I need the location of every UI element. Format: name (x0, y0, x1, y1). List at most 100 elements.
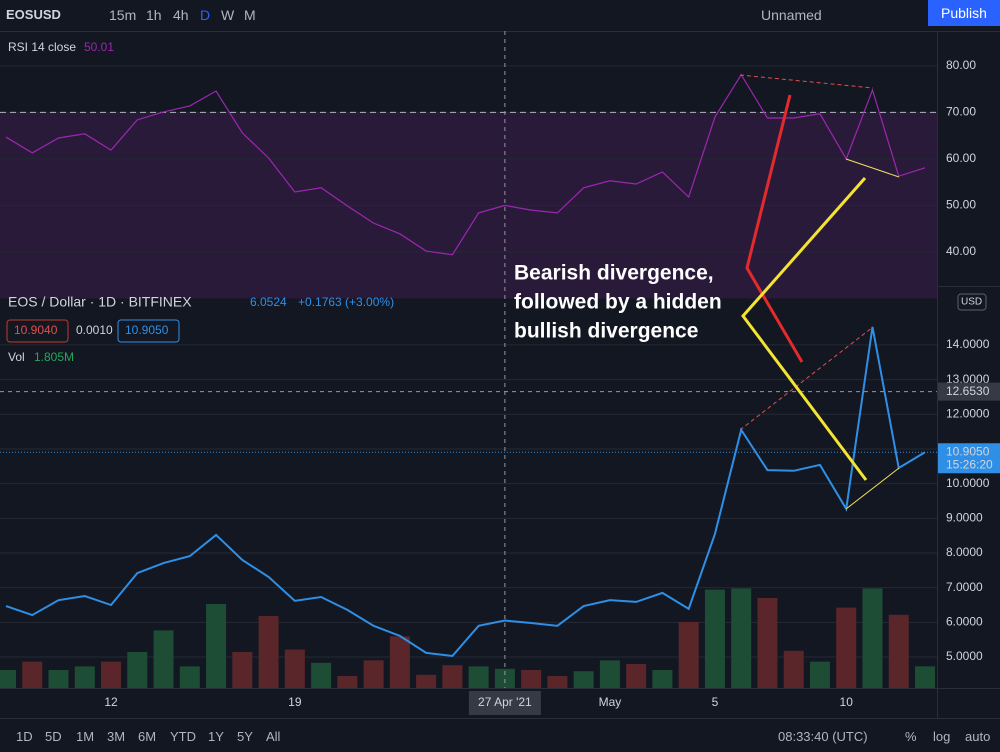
range[interactable]: All (266, 729, 281, 744)
volume-bar (599, 660, 620, 688)
spread: 0.0010 (76, 323, 113, 337)
volume-bar (127, 652, 148, 688)
volume-bar (626, 664, 647, 688)
volume-bar (862, 588, 883, 688)
trend-line (845, 158, 900, 178)
volume-bar (573, 671, 594, 688)
rsi-legend-value: 50.01 (84, 40, 114, 54)
rsi-title: RSI 14 close (8, 40, 76, 54)
volume-bar (101, 661, 122, 688)
trend-line (739, 326, 874, 431)
symbol[interactable]: EOSUSD (6, 7, 61, 22)
y-tick-label: 70.00 (946, 105, 976, 119)
volume-bar (337, 676, 358, 688)
x-tick-label: 5 (712, 695, 719, 709)
y-tick-label: 7.0000 (946, 580, 983, 594)
range[interactable]: YTD (170, 729, 196, 744)
y-tick-label: 8.0000 (946, 545, 983, 559)
ask: 10.9050 (125, 323, 169, 337)
volume-bar (809, 661, 830, 688)
volume-bar (547, 676, 568, 688)
volume-bar (48, 670, 69, 688)
currency-box (957, 293, 987, 311)
volume-bar (783, 650, 804, 688)
x-tick-label: 12 (104, 695, 118, 709)
volume-bar (0, 670, 16, 688)
range[interactable]: 5D (45, 729, 62, 744)
volume-bar (311, 662, 332, 688)
range[interactable]: 6M (138, 729, 157, 744)
volume-bar (179, 666, 200, 688)
last-price-box (938, 443, 1000, 474)
legend-change: +0.1763 (+3.00%) (298, 295, 394, 309)
volume-bar (678, 622, 699, 688)
volume-bar (757, 598, 778, 688)
interval[interactable]: M (244, 7, 256, 23)
volume-bar (22, 661, 43, 688)
interval[interactable]: W (221, 7, 235, 23)
y-tick-label: 5.0000 (946, 649, 983, 663)
y-tick-label: 60.00 (946, 151, 976, 165)
annotation: bullish divergence (514, 320, 698, 343)
y-tick-label: 40.00 (946, 244, 976, 258)
publish-button[interactable]: Publish (928, 0, 1000, 26)
volume-bar (232, 652, 253, 688)
series-line (5, 73, 926, 256)
range[interactable]: 1D (16, 729, 33, 744)
volume-bar (206, 604, 227, 688)
volume-bar (153, 630, 174, 688)
range[interactable]: 5Y (237, 729, 253, 744)
bid: 10.9040 (14, 323, 58, 337)
publish-label[interactable]: Publish (941, 5, 987, 21)
x-tick-label: May (599, 695, 622, 709)
marks: 40.00 50.00 60.00 70.00 80.00 5.0000 6.0000 7.0… (0, 31, 1000, 715)
y-tick-label: 13.0000 (946, 372, 990, 386)
volume-legend: 1.805M (34, 350, 74, 364)
interval[interactable]: 4h (173, 7, 189, 23)
trend-line (739, 74, 874, 89)
option[interactable]: log (933, 729, 951, 744)
crosshair-price-box (938, 382, 1000, 401)
volume-bar (284, 649, 305, 688)
drawings (739, 74, 900, 510)
interval[interactable]: 15m (109, 7, 137, 23)
red-arrow (745, 94, 804, 363)
toolbar: EOSUSD 15m 1h 4h D W M Unnamed Publish (0, 0, 1000, 32)
y-tick-label: 9.0000 (946, 510, 983, 524)
clock: 08:33:40 (UTC) (778, 729, 868, 744)
volume-bar (258, 616, 279, 688)
last-price: 10.9050 (946, 444, 990, 458)
range[interactable]: 1Y (208, 729, 224, 744)
crosshair-time-box (468, 691, 541, 715)
bottom-bar: 1D 5D 1M 3M 6M YTD 1Y 5Y All 08:33:40 (U… (0, 718, 1000, 752)
volume-bar (74, 666, 95, 688)
bid-box (6, 319, 69, 343)
layout-name[interactable]: Unnamed (761, 7, 822, 23)
y-tick-label: 50.00 (946, 198, 976, 212)
interval[interactable]: 1h (146, 7, 162, 23)
legend-price: 6.0524 (250, 295, 287, 309)
y-tick-label: 14.0000 (946, 337, 990, 351)
trend-line (845, 467, 900, 510)
range[interactable]: 3M (107, 729, 126, 744)
x-tick-label: 27 Apr '21 (478, 695, 532, 709)
volume-bar (836, 607, 857, 688)
y-tick-label: 80.00 (946, 58, 976, 72)
volume-bar (416, 674, 437, 688)
interval[interactable]: D (200, 7, 211, 23)
option[interactable]: auto (965, 729, 991, 744)
yellow-arrow (741, 177, 868, 481)
chart: 40.00 50.00 60.00 70.00 80.00 5.0000 6.0000 7.0… (0, 31, 1000, 718)
volume-bar (888, 614, 909, 688)
y-tick-label: 12.0000 (946, 406, 990, 420)
volume-bar (521, 670, 542, 688)
annotation: Bearish divergence, (514, 262, 714, 285)
volume-title: Vol (8, 350, 25, 364)
volume-bar (363, 660, 384, 688)
y-tick-label: 10.0000 (946, 476, 990, 490)
option[interactable]: % (905, 729, 917, 744)
ask-box (117, 319, 180, 343)
range[interactable]: 1M (76, 729, 95, 744)
volume-bar (389, 636, 410, 688)
volume-bar (494, 668, 515, 688)
